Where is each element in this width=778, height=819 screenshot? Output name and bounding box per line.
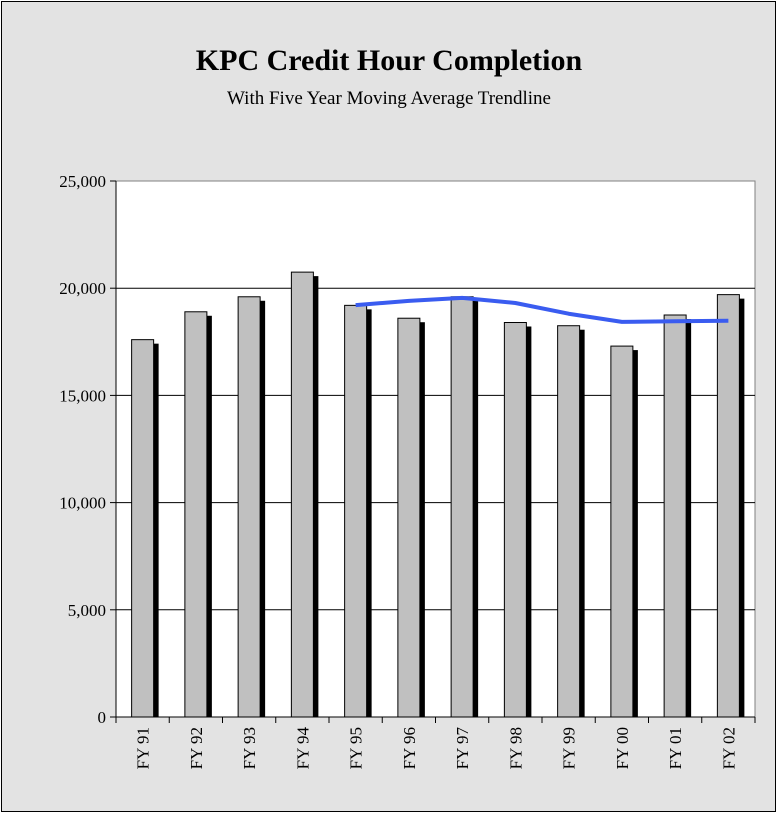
- plot-area: [115, 180, 756, 718]
- y-tick-label: 10,000: [59, 494, 106, 513]
- bar: [397, 317, 421, 718]
- x-tick-label: FY 97: [453, 727, 472, 770]
- chart-title: KPC Credit Hour Completion: [196, 44, 583, 77]
- moving-average-line: [355, 295, 729, 324]
- x-tick-label: FY 95: [347, 727, 366, 769]
- bar: [290, 271, 314, 718]
- y-tick-label: 5,000: [68, 601, 106, 620]
- bar: [184, 311, 208, 718]
- x-tick-label: FY 93: [240, 727, 259, 769]
- y-tick-label: 25,000: [59, 172, 106, 191]
- bar: [344, 304, 368, 718]
- y-tick-label: 0: [98, 708, 107, 727]
- bar: [503, 322, 527, 718]
- x-tick-label: FY 02: [719, 727, 738, 769]
- bar: [237, 296, 261, 718]
- bar: [663, 314, 687, 718]
- bar: [450, 296, 474, 718]
- bar: [716, 294, 740, 718]
- x-tick-label: FY 96: [400, 727, 419, 769]
- x-tick-label: FY 99: [560, 727, 579, 769]
- bar: [131, 339, 155, 718]
- x-tick-label: FY 91: [134, 727, 153, 769]
- x-tick-label: FY 94: [293, 727, 312, 770]
- x-tick-label: FY 92: [187, 727, 206, 769]
- x-tick-label: FY 98: [506, 727, 525, 769]
- y-tick-label: 20,000: [59, 279, 106, 298]
- chart-subtitle: With Five Year Moving Average Trendline: [227, 88, 551, 109]
- x-tick-label: FY 00: [613, 727, 632, 769]
- y-tick-label: 15,000: [59, 386, 106, 405]
- bar: [610, 345, 634, 718]
- bar: [557, 325, 581, 718]
- x-tick-label: FY 01: [666, 727, 685, 769]
